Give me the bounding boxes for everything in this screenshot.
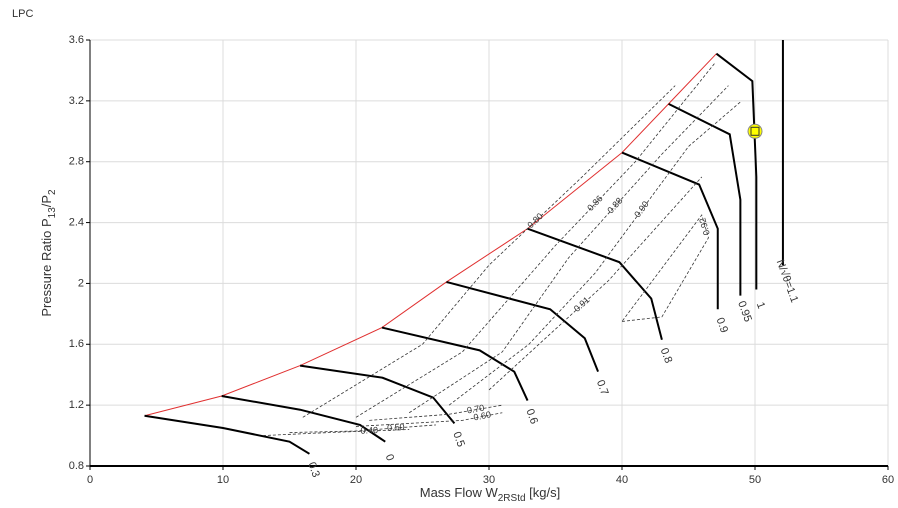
contour-label: 0.91 [572, 295, 592, 314]
contour-line [302, 85, 676, 418]
x-tick-label: 30 [483, 474, 495, 486]
speed-label: 1 [754, 301, 767, 311]
x-tick-label: 10 [217, 474, 229, 486]
chart-title: LPC [12, 8, 33, 20]
x-tick-label: 20 [350, 474, 362, 486]
contour-label: 0.80 [525, 211, 545, 230]
contour-line [408, 85, 729, 414]
speed-label: 0.8 [658, 346, 675, 364]
contour-label: 0.92 [697, 217, 712, 237]
surge-line [144, 53, 717, 417]
contour-line [621, 214, 709, 322]
speed-label: 0.9 [714, 316, 731, 334]
y-label-part: /P [39, 195, 54, 207]
speed-label: 0.5 [450, 430, 467, 448]
x-tick-label: 0 [87, 474, 93, 486]
speed-label: 0.95 [735, 299, 754, 323]
x-tick-label: 40 [616, 474, 628, 486]
contour-label: 0.90 [632, 199, 650, 219]
contour-line [289, 424, 436, 433]
operating-point-square [750, 126, 760, 136]
x-label-part: [kg/s] [526, 485, 561, 500]
contour-label: 0.60 [473, 409, 492, 422]
y-tick-label: 1.2 [69, 399, 84, 411]
speed-line [381, 326, 529, 401]
y-tick-label: 2 [78, 277, 84, 289]
contour-line [355, 412, 503, 427]
y-tick-label: 3.2 [69, 95, 84, 107]
speed-line [446, 280, 599, 373]
contour-label: 0.86 [585, 193, 604, 213]
contour-line [355, 62, 716, 418]
contour-label: 0.40 [360, 425, 378, 436]
contour-label: 0.70 [466, 403, 485, 416]
speed-label: N/√θ=1.1 [774, 258, 801, 304]
x-label-part: Mass Flow W [420, 485, 499, 500]
speed-line [299, 364, 456, 425]
speed-label: 0.6 [523, 407, 540, 425]
speed-label: 0.3 [305, 461, 322, 479]
y-tick-label: 3.6 [69, 34, 84, 46]
contour-line [488, 176, 703, 391]
x-tick-label: 50 [749, 474, 761, 486]
speed-label: 0.7 [594, 378, 611, 396]
speed-line [621, 151, 719, 310]
y-tick-label: 2.8 [69, 156, 84, 168]
y-axis-label: Pressure Ratio P13/P2 [39, 189, 57, 317]
x-axis-label: Mass Flow W2RStd [kg/s] [420, 485, 560, 503]
y-tick-label: 2.4 [69, 216, 84, 228]
speed-line [527, 227, 663, 340]
contour-line [448, 100, 742, 406]
contour-label: 0.50 [387, 422, 405, 433]
y-label-part: Pressure Ratio P [39, 218, 54, 316]
y-label-sub: 13 [47, 207, 58, 219]
y-tick-label: 0.8 [69, 460, 84, 472]
contour-line [369, 404, 503, 421]
speed-line [668, 103, 742, 296]
speed-line [144, 414, 310, 455]
contour-line [262, 429, 410, 436]
speed-label: 0 [383, 453, 396, 463]
x-label-sub: 2RStd [498, 493, 526, 504]
y-tick-label: 1.6 [69, 338, 84, 350]
y-label-sub: 2 [47, 189, 58, 195]
x-tick-label: 60 [882, 474, 894, 486]
speed-line [221, 395, 386, 443]
